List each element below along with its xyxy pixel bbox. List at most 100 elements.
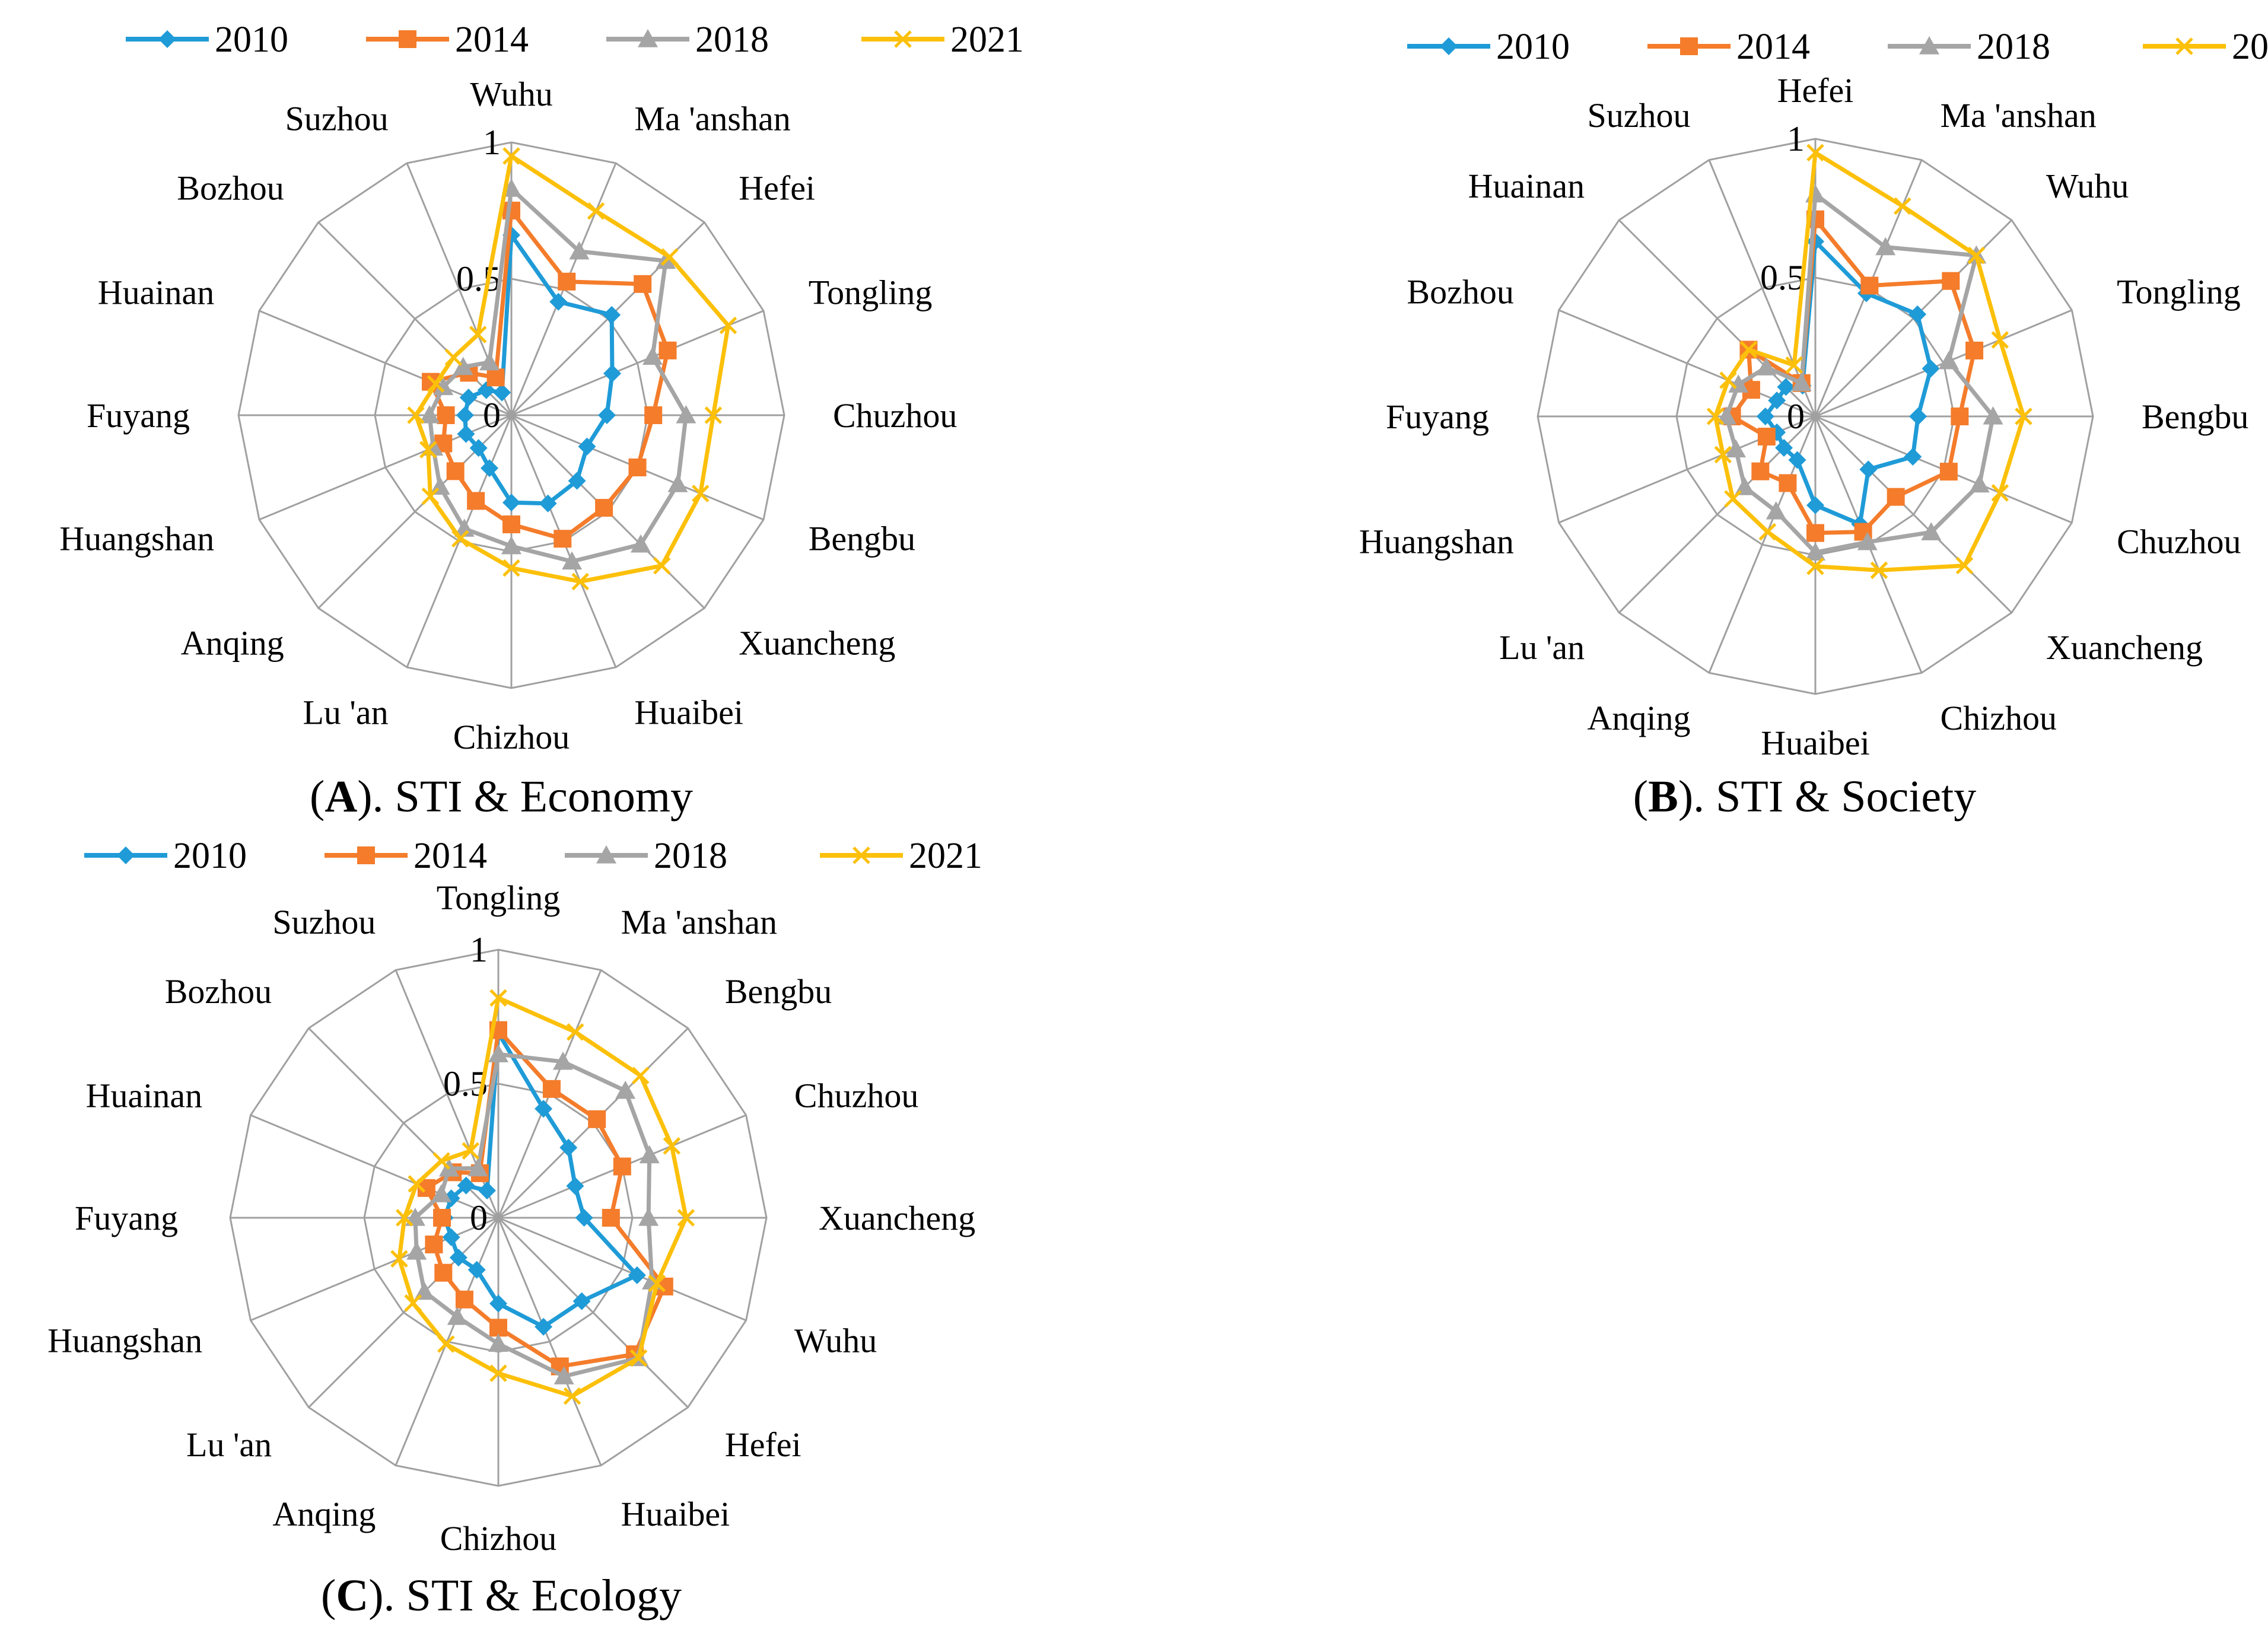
point-2021-huainan <box>427 375 445 393</box>
category-label-bozhou: Bozhou <box>165 972 272 1011</box>
category-label-suzhou: Suzhou <box>272 903 376 941</box>
category-label-bengbu: Bengbu <box>809 519 915 558</box>
category-label-fuyang: Fuyang <box>87 396 190 435</box>
point-2010-bengbu <box>559 1138 578 1157</box>
tick-label-2: 1 <box>470 930 488 969</box>
point-2021-bozhou <box>432 1152 450 1170</box>
point-2010-huangshan <box>442 1228 460 1246</box>
point-2010-chizhou <box>489 1294 507 1313</box>
tick-label-0: 0 <box>470 1198 488 1237</box>
point-2021-huangshan <box>1714 445 1732 464</box>
category-label-wuhu: Wuhu <box>794 1322 877 1360</box>
point-2018-huangshan <box>406 1241 427 1260</box>
point-2018-suzhou <box>479 352 500 371</box>
tick-label-1: 0.5 <box>456 259 501 298</box>
spoke-hefei <box>497 1217 689 1408</box>
point-2018-bengbu <box>1983 406 2003 425</box>
legend-marker-2010 <box>1440 37 1458 55</box>
category-label-anqing: Anqing <box>272 1495 376 1533</box>
point-2018-bengbu <box>615 1080 636 1099</box>
legend-marker-2018 <box>1919 36 1939 55</box>
point-2021-anqing <box>437 1335 455 1353</box>
spoke-xuancheng <box>1814 415 2012 613</box>
point-2014-ma-anshan <box>558 272 576 291</box>
category-label-chizhou: Chizhou <box>1940 699 2057 737</box>
point-2010-tongling <box>603 364 621 383</box>
category-label-wuhu: Wuhu <box>470 75 552 113</box>
point-2010-suzhou <box>493 383 511 402</box>
spoke-huaibei <box>497 1217 602 1466</box>
point-2014-xuancheng <box>602 1209 620 1227</box>
category-label-xuancheng: Xuancheng <box>2046 628 2203 667</box>
point-2018-bozhou <box>453 356 473 375</box>
point-2014-ma-anshan <box>1860 276 1879 295</box>
point-2014-lu-an <box>1751 462 1770 480</box>
category-labels: Hefei Ma 'anshan Wuhu Tongling Bengbu Chuzhou… <box>1359 71 2249 762</box>
tick-label-0: 0 <box>483 396 501 435</box>
point-2010-bengbu <box>578 437 596 456</box>
point-2010-ma-anshan <box>535 1100 553 1118</box>
point-2021-anqing <box>1758 523 1777 541</box>
point-2018-ma-anshan <box>1875 237 1896 256</box>
point-2014-wuhu <box>1942 272 1960 290</box>
point-2010-bozhou <box>1768 391 1786 410</box>
legend-marker-2014 <box>1680 37 1698 55</box>
point-2018-xuancheng <box>1921 522 1942 540</box>
point-2010-tongling <box>1922 359 1940 378</box>
point-2018-fuyang <box>1716 406 1737 425</box>
point-2018-xuancheng <box>630 534 651 553</box>
point-2018-anqing <box>447 1307 467 1325</box>
point-2018-xuancheng <box>638 1208 659 1226</box>
point-2018-chizhou <box>501 536 521 555</box>
point-2018-tongling <box>642 346 663 365</box>
point-2010-huaibei <box>535 1317 553 1336</box>
point-2018-bozhou <box>1728 374 1749 393</box>
point-2018-tongling <box>488 1044 508 1062</box>
legend-label-2010: 2010 <box>173 836 247 876</box>
point-2010-hefei <box>572 1292 591 1310</box>
point-2010-fuyang <box>456 406 474 424</box>
legend: 2010 2014 2018 2021 <box>126 20 1024 60</box>
point-2010-anqing <box>467 1260 486 1279</box>
point-2021-tongling <box>489 989 507 1007</box>
point-2021-fuyang <box>1706 408 1725 425</box>
point-2010-wuhu <box>628 1266 646 1284</box>
category-labels: Wuhu Ma 'anshan Hefei Tongling Chuzhou Bengbu… <box>59 75 957 756</box>
point-2021-xuancheng <box>653 556 671 575</box>
point-2021-chizhou <box>1870 561 1888 580</box>
category-label-suzhou: Suzhou <box>285 99 389 138</box>
category-label-lu-an: Lu 'an <box>1499 628 1585 667</box>
point-2014-tongling <box>1965 341 1984 359</box>
category-label-bozhou: Bozhou <box>1407 273 1513 311</box>
radar-chart-ecology: 2010 2014 2018 2021 00.51 Tongling Ma 'anshan B… <box>47 836 982 1621</box>
series-group <box>390 989 695 1405</box>
point-2021-huaibei <box>571 572 589 591</box>
spoke-suzhou <box>1708 160 1817 417</box>
point-2014-huangshan <box>425 1235 443 1253</box>
point-2018-chuzhou <box>639 1145 660 1164</box>
category-label-chuzhou: Chuzhou <box>794 1076 918 1115</box>
point-2018-chizhou <box>1857 531 1878 550</box>
category-label-huangshan: Huangshan <box>59 519 214 558</box>
point-2021-tongling <box>719 316 737 335</box>
category-labels: Tongling Ma 'anshan Bengbu Chuzhou Xuancheng… <box>47 878 975 1558</box>
point-2010-fuyang <box>1756 408 1774 425</box>
point-2018-bengbu <box>667 474 688 492</box>
point-2014-chizhou <box>502 515 520 533</box>
point-2018-suzhou <box>467 1158 488 1177</box>
category-label-hefei: Hefei <box>725 1425 801 1464</box>
point-2021-huangshan <box>390 1250 408 1268</box>
point-2018-ma-anshan <box>552 1051 573 1070</box>
legend-label-2010: 2010 <box>215 20 288 60</box>
point-2014-ma-anshan <box>542 1080 561 1098</box>
point-2010-huaibei <box>539 494 557 512</box>
radial-tick-labels: 00.51 <box>1760 119 1805 436</box>
point-2010-huangshan <box>1768 423 1786 441</box>
point-2021-ma-anshan <box>587 202 605 220</box>
category-label-ma-anshan: Ma 'anshan <box>1940 96 2096 135</box>
point-2014-bengbu <box>588 1110 606 1128</box>
point-2018-lu-an <box>454 518 475 537</box>
point-2018-huaibei <box>554 1366 574 1384</box>
radial-tick-labels: 00.51 <box>456 123 501 435</box>
